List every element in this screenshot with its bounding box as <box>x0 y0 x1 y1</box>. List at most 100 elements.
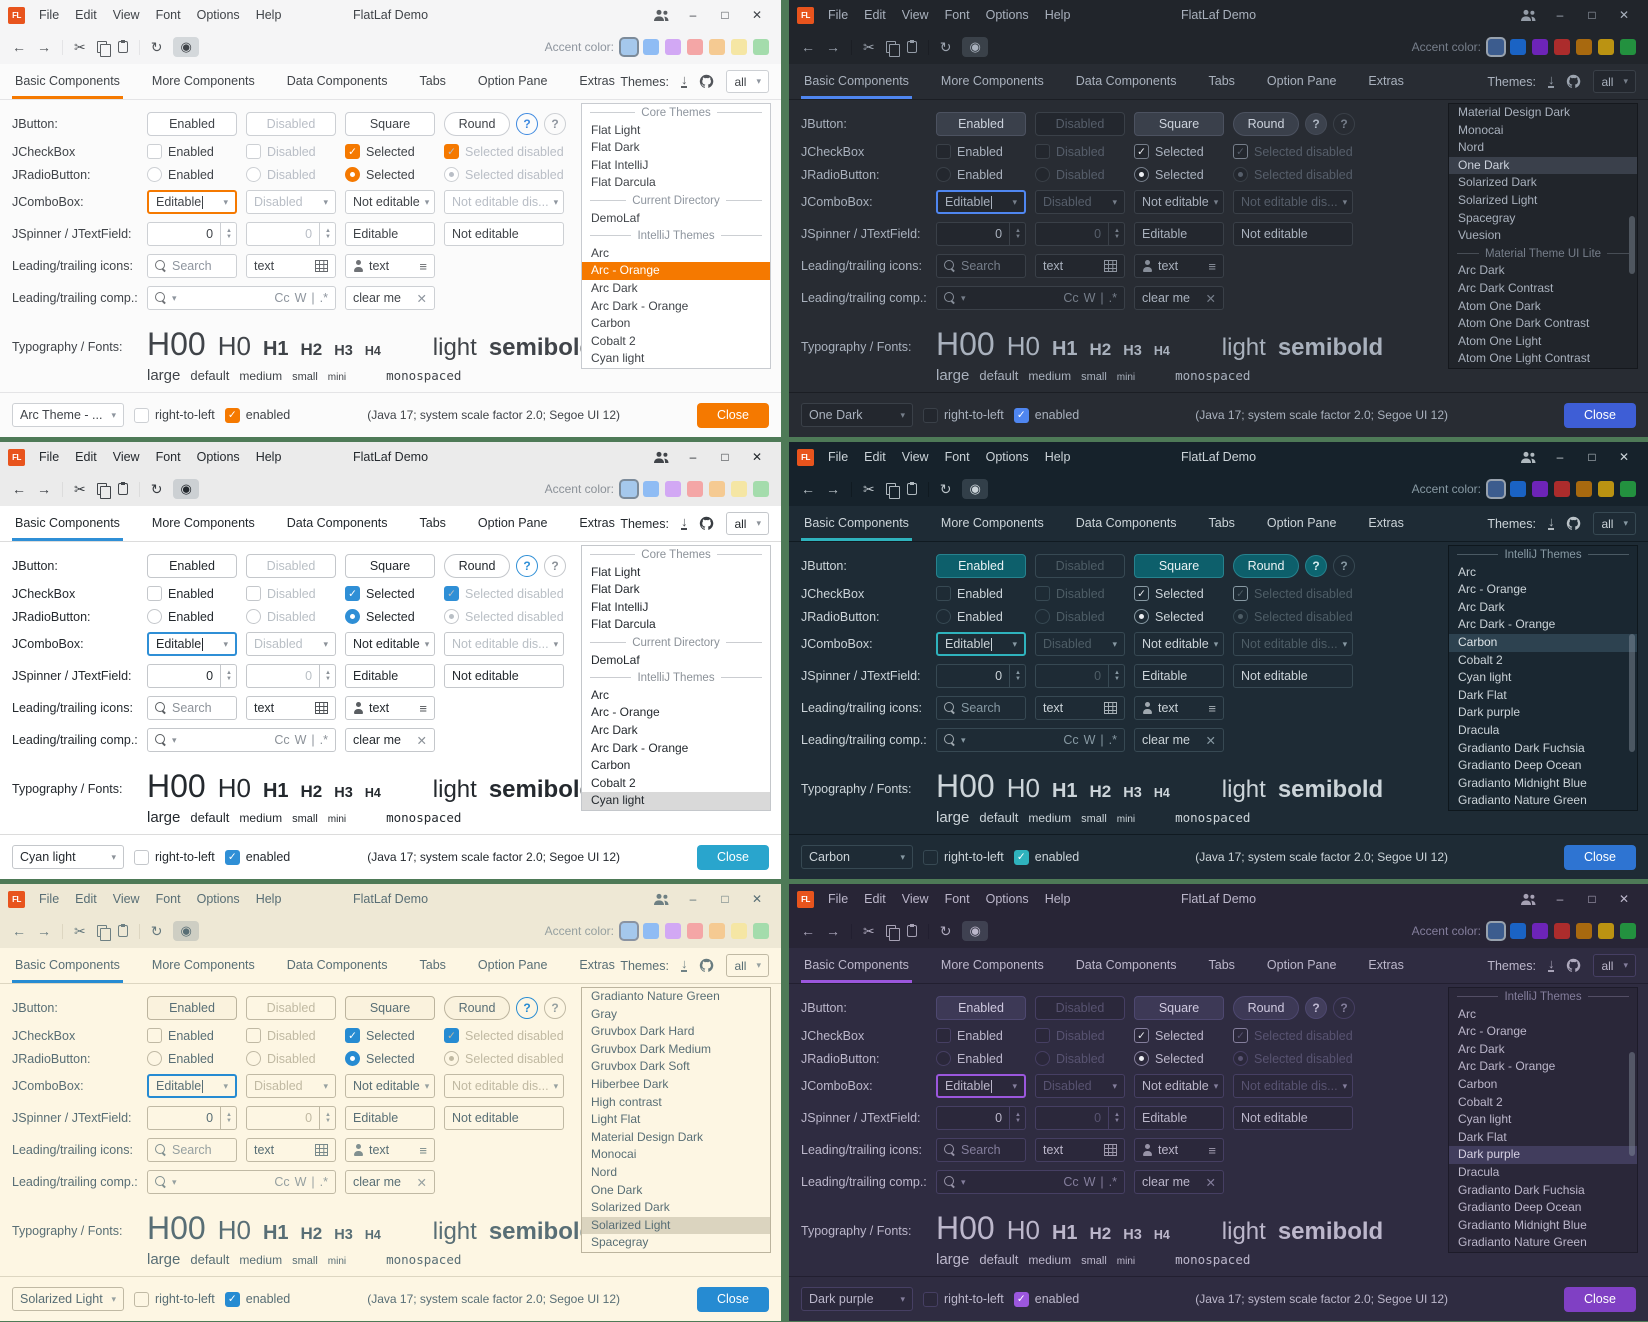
themes-filter-combo[interactable]: all ▾ <box>726 512 769 535</box>
checkbox-checked-icon[interactable]: ✓ <box>1013 849 1029 865</box>
theme-list-item[interactable]: Arc Dark <box>1458 263 1505 278</box>
menu-edit[interactable]: Edit <box>75 450 97 464</box>
tab-tabs[interactable]: Tabs <box>419 516 446 530</box>
menu-help[interactable]: Help <box>255 892 282 906</box>
cut-icon[interactable]: ✂ <box>74 923 86 939</box>
scrollbar-thumb[interactable] <box>1629 1052 1635 1156</box>
tab-more-components[interactable]: More Components <box>151 516 255 530</box>
help-button[interactable]: ? <box>516 113 538 135</box>
refresh-icon[interactable]: ↻ <box>939 481 952 497</box>
accent-swatch[interactable] <box>665 481 681 497</box>
menu-help[interactable]: Help <box>255 8 282 22</box>
radio-icon[interactable] <box>147 1051 162 1066</box>
refresh-icon[interactable]: ↻ <box>939 923 952 939</box>
back-icon[interactable]: ← <box>12 923 26 939</box>
checkbox-selected[interactable]: ✓ Selected <box>345 1028 435 1043</box>
list-icon[interactable]: ≡ <box>1208 258 1216 274</box>
radio-icon[interactable] <box>936 609 951 624</box>
back-icon[interactable]: ← <box>801 923 815 939</box>
download-icon[interactable]: ↓ <box>1547 513 1555 531</box>
themes-list[interactable]: Core Themes Flat Light Flat Dark Flat Intel… <box>581 103 771 369</box>
tab-data-components[interactable]: Data Components <box>286 516 388 530</box>
text-input-table[interactable]: text <box>246 696 336 720</box>
tab-extras[interactable]: Extras <box>1368 958 1404 972</box>
maximize-button[interactable]: □ <box>1588 8 1596 22</box>
theme-list-item[interactable]: Spacegray <box>591 1235 649 1250</box>
theme-list-item[interactable]: Arc Dark - Orange <box>591 740 689 755</box>
checkbox-checked-icon[interactable]: ✓ <box>224 849 240 865</box>
tab-data-components[interactable]: Data Components <box>1075 958 1177 972</box>
theme-list-item[interactable]: DemoLaf <box>591 210 640 225</box>
theme-list-item[interactable]: Gruvbox Dark Medium <box>591 1041 712 1056</box>
regex-button[interactable]: .* <box>319 1175 328 1189</box>
combobox-editable[interactable]: Editable ▾ <box>147 632 237 656</box>
help-button-secondary[interactable]: ? <box>544 555 566 577</box>
menu-file[interactable]: File <box>39 8 60 22</box>
clear-icon[interactable]: ✕ <box>1205 733 1216 748</box>
theme-list-item[interactable]: Flat Light <box>591 564 641 579</box>
theme-list-item[interactable]: Arc - Orange <box>582 262 770 280</box>
menu-file[interactable]: File <box>828 8 849 22</box>
help-button[interactable]: ? <box>1305 113 1327 135</box>
github-icon[interactable] <box>699 958 714 973</box>
table-icon[interactable] <box>1104 260 1117 272</box>
checkbox-enabled[interactable]: Enabled <box>147 144 237 159</box>
theme-list-item[interactable]: Cobalt 2 <box>1458 1094 1503 1109</box>
clear-icon[interactable]: ✕ <box>416 291 427 306</box>
paste-icon[interactable] <box>906 40 917 53</box>
theme-combo[interactable]: Solarized Light ▾ <box>12 1287 124 1311</box>
match-case-button[interactable]: Cc <box>274 1175 290 1189</box>
help-button-secondary[interactable]: ? <box>1333 555 1355 577</box>
theme-list-item[interactable]: Dark Flat <box>1458 687 1507 702</box>
menu-font[interactable]: Font <box>155 450 181 464</box>
forward-icon[interactable]: → <box>826 39 840 55</box>
refresh-icon[interactable]: ↻ <box>150 39 163 55</box>
theme-list-item[interactable]: Nord <box>1458 140 1485 155</box>
accent-swatch[interactable] <box>1554 923 1570 939</box>
theme-combo[interactable]: Carbon ▾ <box>801 845 913 869</box>
close-button[interactable]: Close <box>1563 1286 1636 1312</box>
menu-view[interactable]: View <box>901 450 929 464</box>
text-input-table[interactable]: text <box>1035 696 1125 720</box>
accent-swatch[interactable] <box>665 39 681 55</box>
accent-swatch[interactable] <box>753 923 769 939</box>
theme-list-item[interactable]: Arc - Orange <box>1458 582 1527 597</box>
enabled-checkbox[interactable]: ✓ enabled <box>1013 407 1079 423</box>
enabled-checkbox[interactable]: ✓ enabled <box>1013 1291 1079 1307</box>
regex-button[interactable]: .* <box>1108 291 1117 305</box>
regex-button[interactable]: .* <box>319 291 328 305</box>
accent-swatch[interactable] <box>709 39 725 55</box>
theme-list-item[interactable]: Dracula <box>1458 722 1500 737</box>
combobox-not-editable[interactable]: Not editable ▾ <box>1134 632 1224 656</box>
theme-list-item[interactable]: Gradianto Deep Ocean <box>1458 1200 1582 1215</box>
tab-extras[interactable]: Extras <box>579 958 615 972</box>
menu-options[interactable]: Options <box>985 8 1029 22</box>
show-hidden-icon[interactable]: ◉ <box>962 479 988 499</box>
refresh-icon[interactable]: ↻ <box>939 39 952 55</box>
accent-swatch[interactable] <box>1576 39 1592 55</box>
theme-list-item[interactable]: Gradianto Midnight Blue <box>1458 775 1587 790</box>
tab-basic-components[interactable]: Basic Components <box>12 516 123 541</box>
accent-swatch[interactable] <box>1576 923 1592 939</box>
accent-swatch[interactable] <box>1598 923 1614 939</box>
tab-option-pane[interactable]: Option Pane <box>1266 516 1337 530</box>
radio-icon[interactable] <box>936 167 951 182</box>
search-with-options-input[interactable]: ▾ Cc W | .* <box>147 728 336 752</box>
table-icon[interactable] <box>1104 1144 1117 1156</box>
tab-data-components[interactable]: Data Components <box>1075 74 1177 88</box>
menu-edit[interactable]: Edit <box>75 8 97 22</box>
theme-list-item[interactable]: Arc Dark <box>591 722 638 737</box>
clear-me-input[interactable]: clear me ✕ <box>1134 1170 1224 1194</box>
radio-icon[interactable] <box>147 167 162 182</box>
accent-swatch[interactable] <box>687 481 703 497</box>
theme-list-item[interactable]: Gray <box>591 1006 618 1021</box>
combobox-not-editable[interactable]: Not editable ▾ <box>1134 190 1224 214</box>
theme-list-item[interactable]: Flat Darcula <box>591 617 656 632</box>
themes-filter-combo[interactable]: all ▾ <box>1593 512 1636 535</box>
cut-icon[interactable]: ✂ <box>863 39 875 55</box>
theme-list-item[interactable]: Vuesion <box>1458 228 1501 243</box>
theme-list-item[interactable]: Flat Darcula <box>591 175 656 190</box>
menu-help[interactable]: Help <box>1044 450 1071 464</box>
theme-list-item[interactable]: Arc <box>591 245 609 260</box>
checkbox-checked-icon[interactable]: ✓ <box>1134 1028 1149 1043</box>
